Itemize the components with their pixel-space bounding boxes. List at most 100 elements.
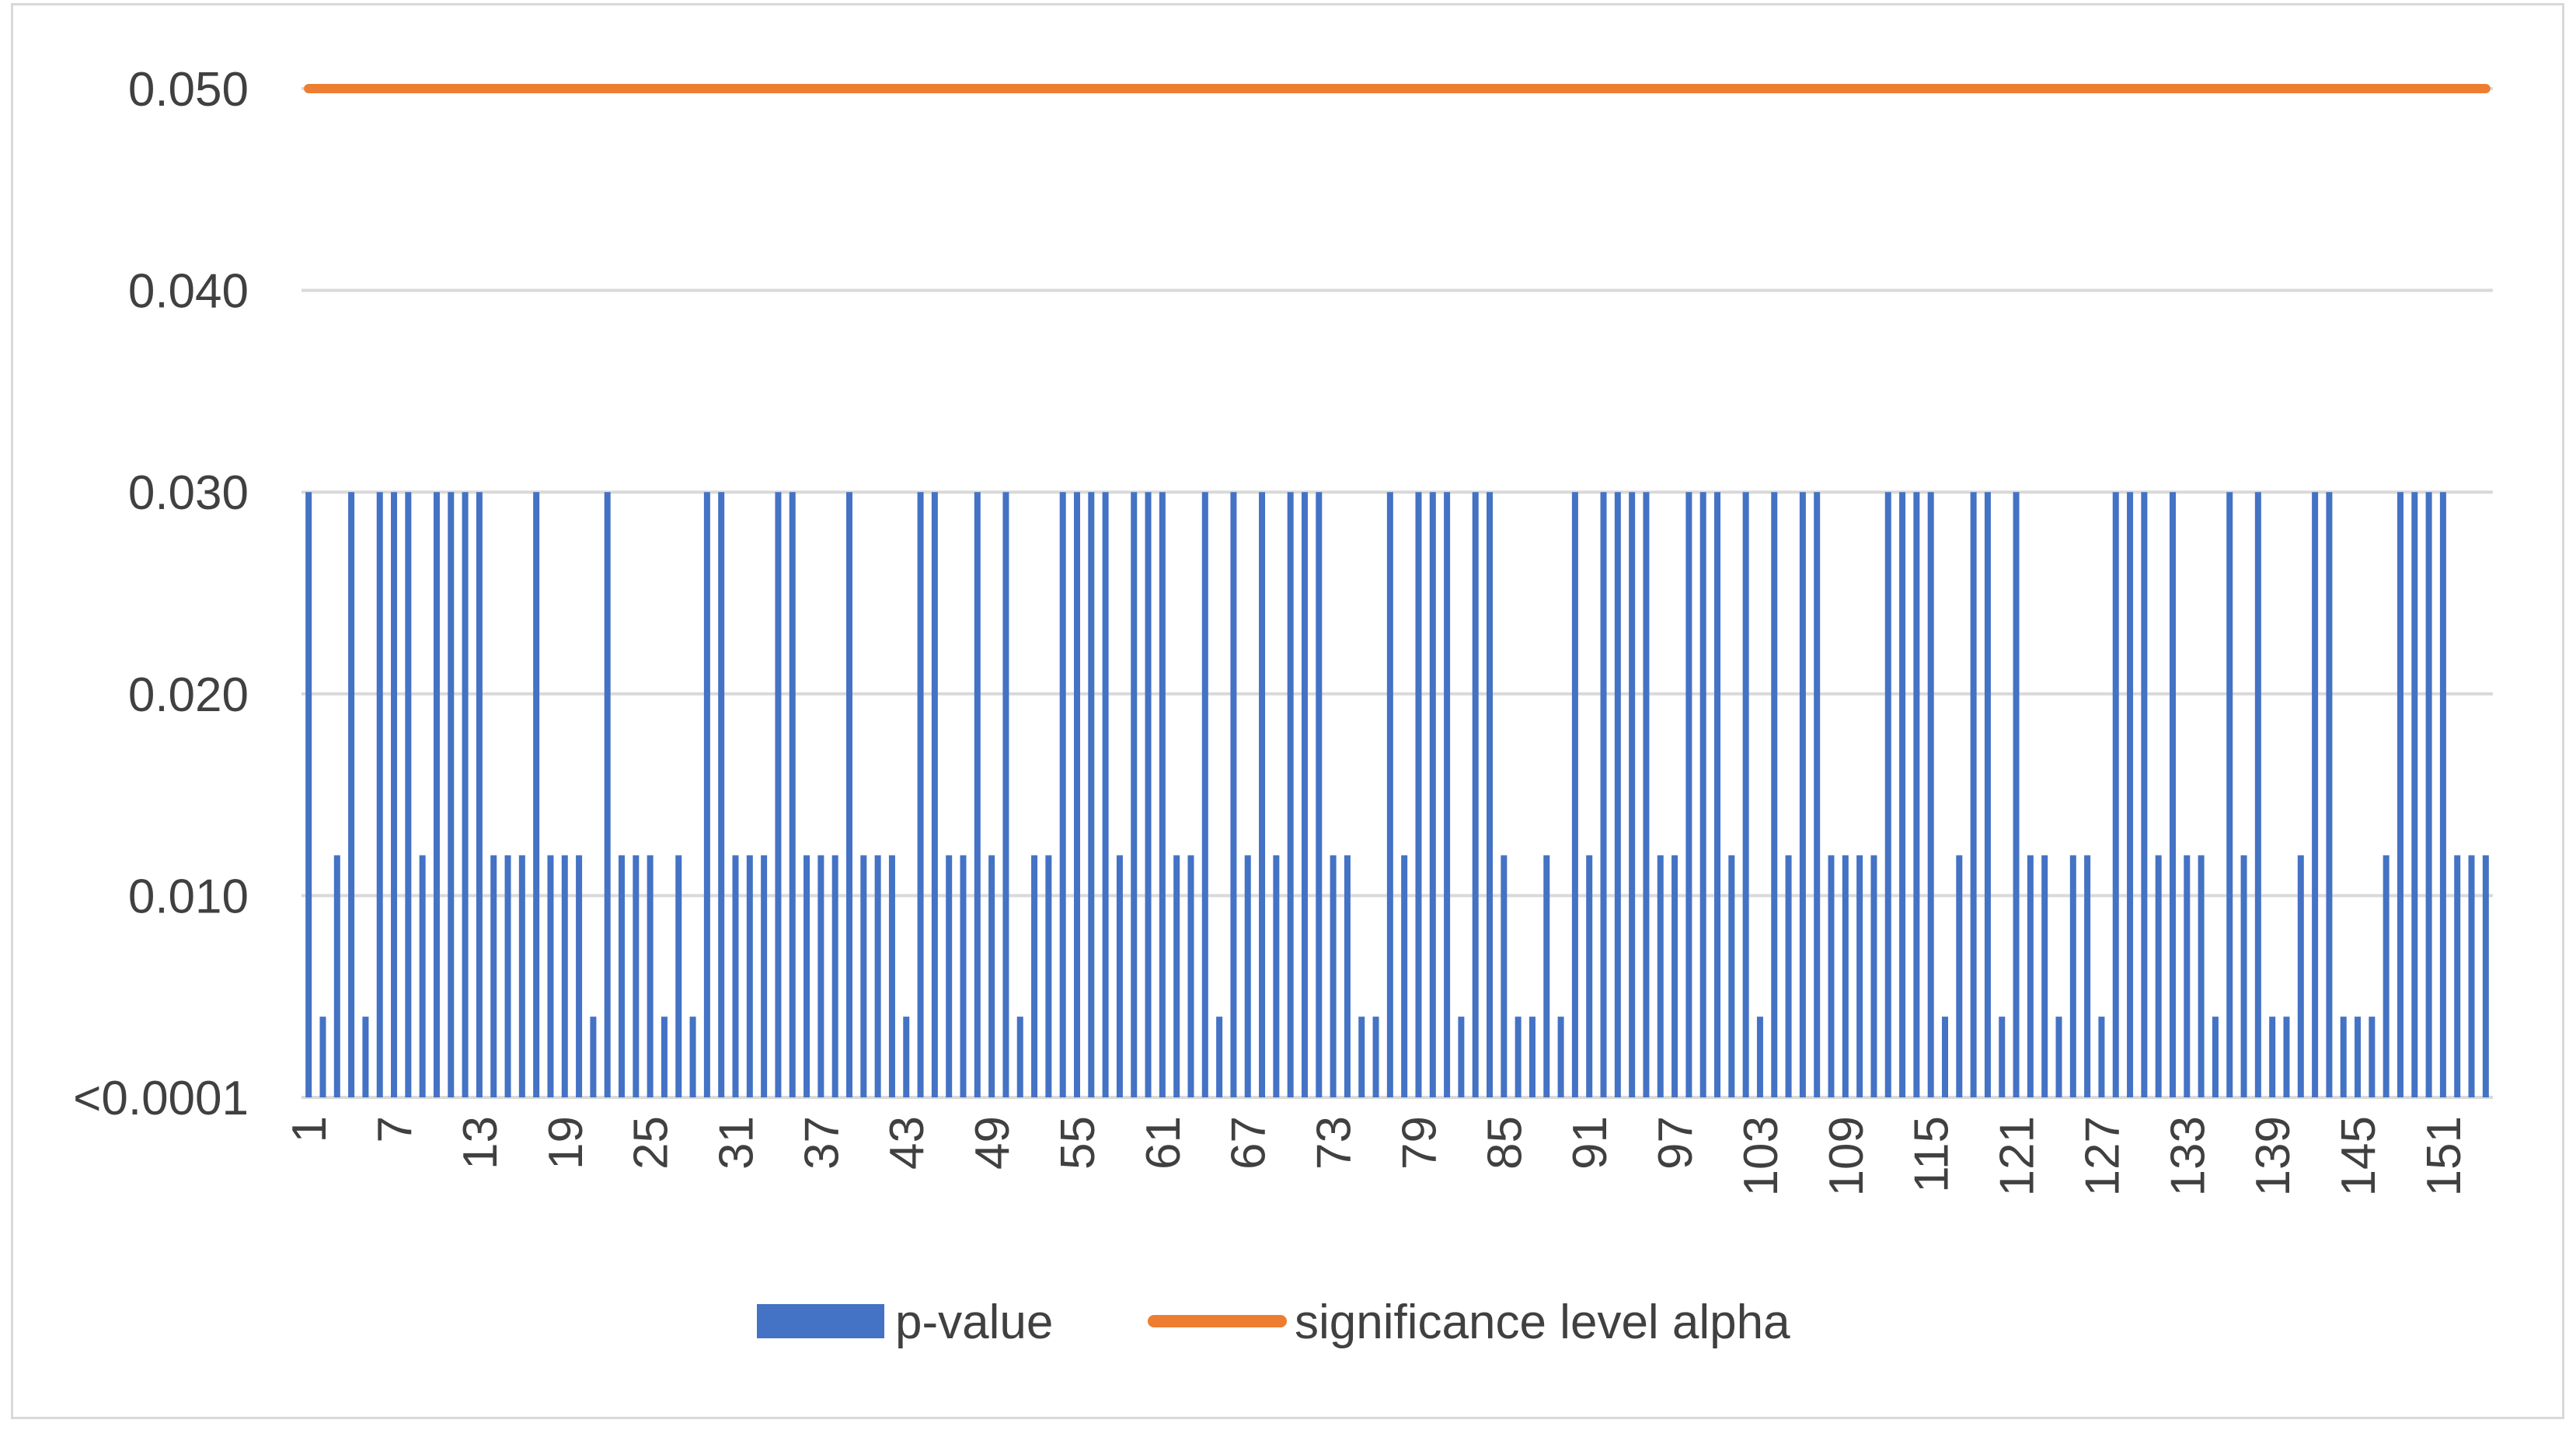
- p-value-bar: [1401, 855, 1408, 1097]
- p-value-bar: [1201, 492, 1208, 1097]
- x-tick-label: 37: [795, 1116, 849, 1170]
- p-value-bar: [2411, 492, 2418, 1097]
- p-value-bar: [1629, 492, 1636, 1097]
- p-value-bar: [2283, 1017, 2290, 1097]
- p-value-bar: [1102, 492, 1109, 1097]
- p-value-bar: [590, 1017, 597, 1097]
- p-value-bar: [2226, 492, 2233, 1097]
- p-value-bar: [1643, 492, 1650, 1097]
- x-tick-label: 145: [2332, 1116, 2386, 1196]
- gridlines: [302, 87, 2493, 1099]
- x-tick-label: 85: [1478, 1116, 1532, 1170]
- p-value-bar: [761, 855, 768, 1097]
- p-value-bars: [305, 492, 2489, 1097]
- p-value-bar: [518, 855, 525, 1097]
- p-value-bar: [2169, 492, 2176, 1097]
- p-value-bar: [2112, 492, 2119, 1097]
- x-tick-label: 61: [1137, 1116, 1190, 1170]
- p-value-bar: [2439, 492, 2446, 1097]
- p-value-bar: [661, 1017, 668, 1097]
- p-value-bar: [718, 492, 725, 1097]
- p-value-bar: [1870, 855, 1877, 1097]
- p-value-bar: [2198, 855, 2205, 1097]
- p-value-bar: [1230, 492, 1237, 1097]
- p-value-bar: [547, 855, 554, 1097]
- p-value-bar: [2084, 855, 2091, 1097]
- x-tick-label: 91: [1563, 1116, 1617, 1170]
- p-value-bar: [533, 492, 540, 1097]
- p-value-bar: [2297, 855, 2304, 1097]
- p-value-bar: [1187, 855, 1194, 1097]
- p-value-bar: [1515, 1017, 1522, 1097]
- legend: p-value significance level alpha: [757, 1296, 1790, 1349]
- x-tick-label: 79: [1393, 1116, 1446, 1170]
- p-value-bar: [1699, 492, 1706, 1097]
- p-value-bar: [2069, 855, 2076, 1097]
- p-value-bar: [1358, 1017, 1365, 1097]
- p-value-bar: [2055, 1017, 2062, 1097]
- p-value-bar: [1543, 855, 1550, 1097]
- p-value-bar: [1785, 855, 1792, 1097]
- p-value-bar: [619, 855, 626, 1097]
- p-value-bar: [2326, 492, 2333, 1097]
- p-value-bar: [732, 855, 739, 1097]
- p-value-bar: [405, 492, 412, 1097]
- p-value-bar: [1984, 492, 1991, 1097]
- p-value-bar: [1728, 855, 1735, 1097]
- x-tick-label: 151: [2417, 1116, 2471, 1196]
- p-value-bar: [305, 492, 312, 1097]
- p-value-bar: [2482, 855, 2489, 1097]
- y-tick-label: 0.020: [128, 668, 249, 722]
- p-value-bar: [1913, 492, 1920, 1097]
- p-value-bar: [931, 492, 938, 1097]
- p-value-bar: [2312, 492, 2319, 1097]
- p-value-bar: [775, 492, 782, 1097]
- p-value-bar: [860, 855, 867, 1097]
- x-tick-label: 139: [2247, 1116, 2300, 1196]
- p-value-bar: [1073, 492, 1080, 1097]
- p-value-bar: [874, 855, 881, 1097]
- p-value-bar: [1131, 492, 1138, 1097]
- x-tick-label: 109: [1820, 1116, 1874, 1196]
- p-value-bar: [1600, 492, 1607, 1097]
- p-value-bar: [462, 492, 469, 1097]
- p-value-bar: [633, 855, 640, 1097]
- p-value-bar: [1145, 492, 1152, 1097]
- p-value-bar: [647, 855, 654, 1097]
- p-value-bar: [960, 855, 967, 1097]
- p-value-bar: [1657, 855, 1664, 1097]
- p-value-bar: [333, 855, 340, 1097]
- p-value-bar: [1927, 492, 1934, 1097]
- p-value-bar: [1173, 855, 1180, 1097]
- p-value-bar: [1529, 1017, 1535, 1097]
- p-value-bar: [1316, 492, 1323, 1097]
- p-value-bar: [376, 492, 383, 1097]
- x-tick-label: 133: [2161, 1116, 2215, 1196]
- p-value-bar: [1970, 492, 1977, 1097]
- p-value-bar: [1444, 492, 1451, 1097]
- p-value-bar: [1273, 855, 1280, 1097]
- p-value-bar: [1799, 492, 1806, 1097]
- p-value-bar: [1287, 492, 1294, 1097]
- p-value-bar: [1956, 855, 1963, 1097]
- p-value-bar: [1899, 492, 1906, 1097]
- y-axis-tick-labels: 0.050 0.040 0.030 0.020 0.010 <0.0001: [73, 63, 249, 1125]
- p-value-bar: [1714, 492, 1721, 1097]
- p-value-bar: [391, 492, 398, 1097]
- p-value-bar: [2098, 1017, 2105, 1097]
- p-value-bar: [2340, 1017, 2347, 1097]
- p-value-bar: [1259, 492, 1266, 1097]
- x-tick-label: 127: [2076, 1116, 2129, 1196]
- p-value-bar: [1586, 855, 1593, 1097]
- p-value-bar: [1742, 492, 1749, 1097]
- p-value-bar: [1671, 855, 1678, 1097]
- p-value-bar: [2027, 855, 2034, 1097]
- x-axis-tick-labels: 1 7 13 19 25 31 37 43 49 55 61 67 73 79 85 91 97 103 109 11…: [283, 1116, 2471, 1196]
- p-value-bar: [1614, 492, 1621, 1097]
- p-value-bar: [675, 855, 682, 1097]
- p-value-bar: [1999, 1017, 2006, 1097]
- p-value-bar: [1088, 492, 1095, 1097]
- legend-label-significance-level-alpha: significance level alpha: [1295, 1296, 1790, 1349]
- p-value-bar: [1045, 855, 1052, 1097]
